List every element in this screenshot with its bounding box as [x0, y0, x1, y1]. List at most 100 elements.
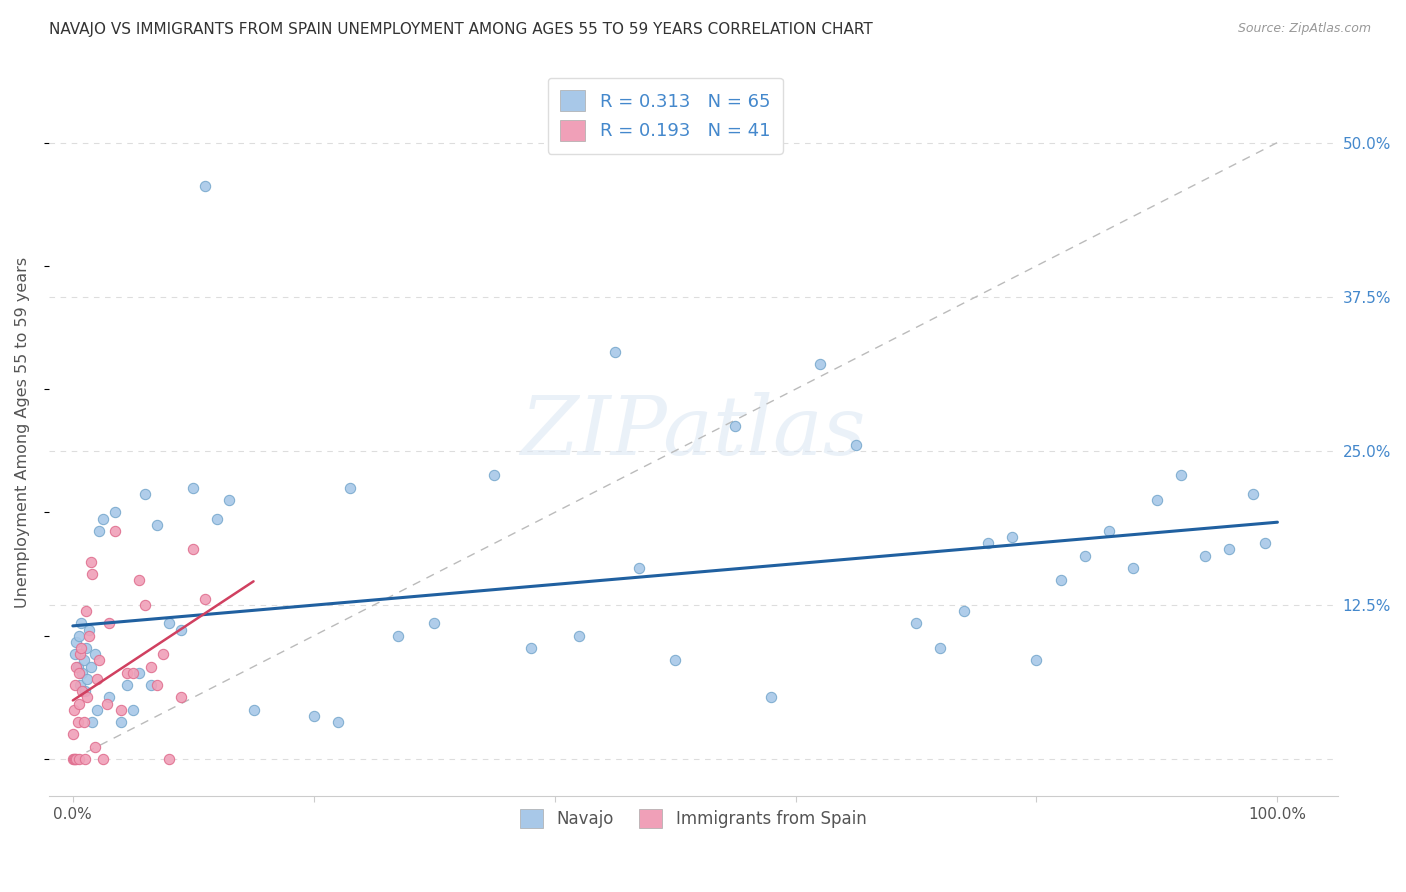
Point — [104, 524, 127, 538]
Point — [72, 665, 94, 680]
Text: ZIPatlas: ZIPatlas — [520, 392, 866, 472]
Point — [66, 715, 89, 730]
Point — [72, 684, 94, 698]
Point — [1241, 487, 1264, 501]
Point — [65, 659, 87, 673]
Point — [1001, 530, 1024, 544]
Point — [62, 727, 84, 741]
Point — [62, 752, 84, 766]
Point — [67, 665, 90, 680]
Point — [76, 690, 98, 705]
Point — [67, 697, 90, 711]
Point — [77, 623, 100, 637]
Point — [82, 715, 104, 730]
Point — [194, 178, 217, 193]
Point — [134, 598, 156, 612]
Point — [80, 555, 103, 569]
Point — [157, 752, 180, 766]
Point — [70, 641, 93, 656]
Point — [73, 752, 96, 766]
Point — [423, 616, 446, 631]
Point — [218, 493, 240, 508]
Point — [65, 678, 87, 692]
Point — [134, 487, 156, 501]
Point — [152, 647, 174, 661]
Point — [929, 641, 952, 656]
Point — [1194, 549, 1216, 563]
Point — [484, 468, 506, 483]
Point — [1049, 574, 1071, 588]
Point — [65, 635, 87, 649]
Point — [1098, 524, 1121, 538]
Point — [83, 739, 105, 754]
Point — [326, 715, 349, 730]
Point — [664, 653, 686, 667]
Point — [302, 709, 325, 723]
Point — [339, 481, 361, 495]
Point — [808, 358, 831, 372]
Point — [122, 703, 145, 717]
Point — [1254, 536, 1277, 550]
Point — [70, 616, 93, 631]
Point — [67, 629, 90, 643]
Point — [66, 659, 89, 673]
Point — [80, 659, 103, 673]
Legend: Navajo, Immigrants from Spain: Navajo, Immigrants from Spain — [513, 803, 873, 835]
Point — [110, 703, 132, 717]
Point — [69, 647, 91, 661]
Point — [65, 752, 87, 766]
Point — [67, 752, 90, 766]
Point — [128, 574, 150, 588]
Point — [86, 672, 108, 686]
Point — [69, 678, 91, 692]
Point — [104, 506, 127, 520]
Point — [73, 684, 96, 698]
Point — [387, 629, 409, 643]
Point — [242, 703, 264, 717]
Point — [89, 653, 111, 667]
Point — [157, 616, 180, 631]
Point — [845, 437, 868, 451]
Point — [86, 703, 108, 717]
Point — [65, 647, 87, 661]
Point — [181, 542, 204, 557]
Point — [63, 752, 86, 766]
Point — [170, 690, 193, 705]
Point — [146, 517, 169, 532]
Point — [207, 511, 229, 525]
Point — [519, 641, 541, 656]
Point — [73, 715, 96, 730]
Point — [139, 678, 162, 692]
Point — [1218, 542, 1240, 557]
Point — [568, 629, 591, 643]
Point — [98, 690, 121, 705]
Point — [128, 665, 150, 680]
Point — [977, 536, 1000, 550]
Point — [82, 567, 104, 582]
Point — [91, 511, 114, 525]
Text: NAVAJO VS IMMIGRANTS FROM SPAIN UNEMPLOYMENT AMONG AGES 55 TO 59 YEARS CORRELATI: NAVAJO VS IMMIGRANTS FROM SPAIN UNEMPLOY… — [49, 22, 873, 37]
Point — [89, 524, 111, 538]
Point — [115, 678, 138, 692]
Point — [1122, 561, 1144, 575]
Point — [115, 665, 138, 680]
Point — [77, 629, 100, 643]
Point — [905, 616, 928, 631]
Point — [1170, 468, 1192, 483]
Point — [73, 653, 96, 667]
Point — [122, 665, 145, 680]
Point — [146, 678, 169, 692]
Point — [75, 641, 97, 656]
Point — [63, 703, 86, 717]
Point — [65, 752, 87, 766]
Point — [603, 345, 626, 359]
Point — [761, 690, 783, 705]
Point — [181, 481, 204, 495]
Y-axis label: Unemployment Among Ages 55 to 59 years: Unemployment Among Ages 55 to 59 years — [15, 257, 30, 607]
Point — [91, 752, 114, 766]
Point — [724, 419, 747, 434]
Point — [170, 623, 193, 637]
Point — [83, 647, 105, 661]
Point — [1025, 653, 1047, 667]
Text: Source: ZipAtlas.com: Source: ZipAtlas.com — [1237, 22, 1371, 36]
